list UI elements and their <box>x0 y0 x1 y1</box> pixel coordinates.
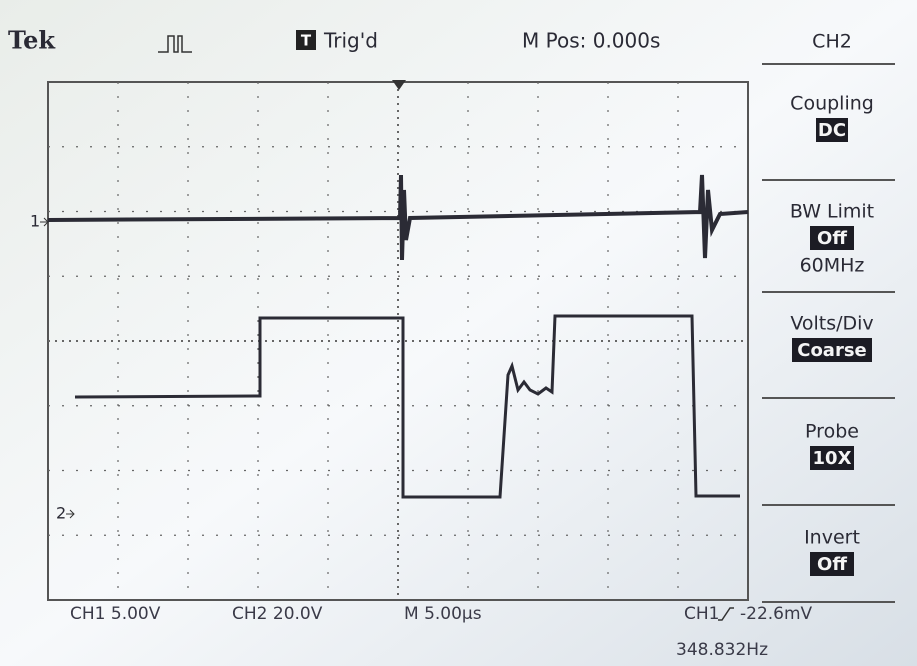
trigger-source: CH1 <box>684 604 719 624</box>
menu-value-box <box>816 118 848 142</box>
frequency: 348.832Hz <box>676 640 768 660</box>
menu-separators <box>762 63 895 603</box>
menu-value-box <box>810 446 854 470</box>
ch2-marker: 2 <box>56 504 66 523</box>
trigger-level: -22.6mV <box>740 604 813 624</box>
menu-label: Invert <box>804 527 860 549</box>
brand: Tek <box>8 26 56 55</box>
trigger-icon-box <box>296 30 316 50</box>
ch1-scale: CH1 5.00V <box>70 604 161 624</box>
menu-label: BW Limit <box>790 201 874 223</box>
menu-title: CH2 <box>812 31 852 53</box>
timebase: M 5.00µs <box>404 604 482 624</box>
trigger-position-marker <box>392 80 406 90</box>
position: M Pos: 0.000s <box>522 29 660 53</box>
ch1-arrow <box>40 217 49 227</box>
ch2-arrow <box>66 509 75 519</box>
menu-value: 10X <box>813 448 852 469</box>
menu-label: Coupling <box>790 93 874 115</box>
trigger-status: Trig'd <box>323 29 378 53</box>
menu-label: Probe <box>805 421 859 443</box>
ch2-scale: CH2 20.0V <box>232 604 323 624</box>
menu-value-box <box>810 552 854 576</box>
ch1-waveform <box>47 174 749 261</box>
menu-value: Coarse <box>797 340 867 361</box>
ch2-waveform <box>74 314 740 499</box>
menu: Coupling DC BW Limit Off 60MHz Volts/Div Coars… <box>790 93 874 576</box>
menu-value-box <box>810 226 854 250</box>
menu-value: Off <box>817 554 847 575</box>
menu-value: DC <box>818 120 846 141</box>
ch1-marker: 1 <box>30 212 40 231</box>
menu-value-box <box>792 338 872 362</box>
trigger-type-icon <box>158 35 192 53</box>
menu-label: Volts/Div <box>790 313 873 335</box>
trigger-slope <box>718 607 734 621</box>
menu-value: Off <box>817 228 847 249</box>
menu-note: 60MHz <box>800 255 865 277</box>
trigger-icon: T <box>301 32 312 50</box>
